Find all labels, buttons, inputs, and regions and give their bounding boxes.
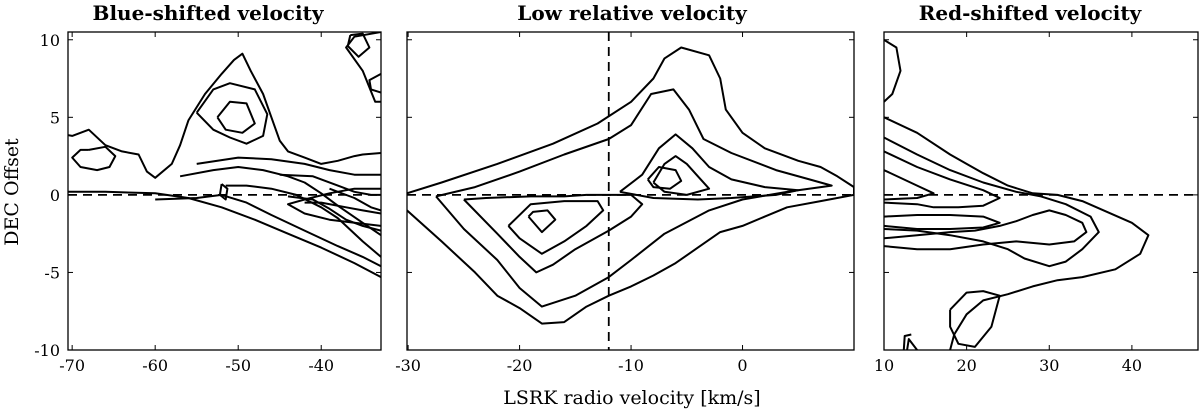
x-tick-label: -30 xyxy=(395,356,421,375)
y-axis-label: DEC Offset xyxy=(1,138,23,246)
plot-frame-blue xyxy=(67,31,382,351)
contour-line xyxy=(155,193,381,268)
contour-line xyxy=(906,338,918,350)
x-tick-label: -70 xyxy=(59,356,85,375)
contour-line xyxy=(71,145,117,172)
contour-line xyxy=(345,32,381,103)
ticks-low: -30 -20 -10 0 xyxy=(395,32,854,375)
x-tick-label: 20 xyxy=(956,356,976,375)
panel-title-red: Red-shifted velocity xyxy=(919,1,1143,25)
contour-line xyxy=(463,193,644,274)
ticks-red: 10 20 30 40 xyxy=(874,32,1198,375)
contour-line xyxy=(884,150,1001,209)
contour-line xyxy=(279,173,381,196)
contour-line xyxy=(507,200,605,255)
contour-line xyxy=(407,46,854,325)
x-tick-label: -40 xyxy=(308,356,334,375)
contour-line xyxy=(329,187,381,212)
x-tick-label: -10 xyxy=(618,356,644,375)
y-tick-label: 0 xyxy=(50,186,60,205)
contour-group-blue xyxy=(68,32,381,278)
panel-red: Red-shifted velocity 10 20 30 40 xyxy=(874,1,1199,375)
contour-line xyxy=(218,183,229,201)
contour-line xyxy=(884,169,935,201)
contour-line xyxy=(884,116,1150,350)
x-axis-label: LSRK radio velocity [km/s] xyxy=(503,387,760,409)
x-tick-label: 40 xyxy=(1122,356,1142,375)
x-tick-label: 0 xyxy=(737,356,747,375)
contour-line xyxy=(646,166,683,190)
contour-line xyxy=(196,156,381,176)
contour-line xyxy=(304,201,381,215)
contour-line xyxy=(225,184,381,258)
contour-line xyxy=(619,133,800,201)
y-tick-label: 10 xyxy=(40,31,60,50)
panel-title-blue: Blue-shifted velocity xyxy=(93,1,325,25)
contour-line xyxy=(68,190,381,278)
contour-line xyxy=(884,38,902,103)
y-tick-label: -5 xyxy=(44,263,60,282)
contour-line xyxy=(884,209,1088,251)
panel-title-low: Low relative velocity xyxy=(517,1,748,25)
contour-line xyxy=(216,100,256,134)
contour-line xyxy=(179,166,381,237)
y-tick-label: 5 xyxy=(50,108,60,127)
contour-line xyxy=(652,155,711,196)
x-tick-label: -50 xyxy=(225,356,251,375)
contour-group-low xyxy=(407,46,854,325)
y-tick-label: -10 xyxy=(34,341,60,360)
x-tick-label: -20 xyxy=(507,356,533,375)
panel-low: Low relative velocity -30 -20 -10 0 xyxy=(395,1,855,375)
plot-frame-red xyxy=(883,31,1199,351)
contour-line xyxy=(902,333,912,350)
contour-line xyxy=(346,32,371,58)
contour-line xyxy=(949,290,1001,348)
contour-line xyxy=(368,73,381,94)
contour-line xyxy=(884,136,1100,268)
x-tick-label: -60 xyxy=(142,356,168,375)
contour-line xyxy=(884,214,1001,230)
plot-frame-low xyxy=(406,31,855,351)
contour-line xyxy=(435,88,833,308)
reference-lines-low xyxy=(407,32,854,350)
x-tick-label: 30 xyxy=(1039,356,1059,375)
contour-line xyxy=(68,52,381,179)
x-tick-label: 10 xyxy=(874,356,894,375)
contour-line xyxy=(527,209,557,234)
panel-blue: Blue-shifted velocity -70 -60 -50 -40-10-50… xyxy=(34,1,382,375)
contour-line xyxy=(287,187,381,227)
contour-group-red xyxy=(884,38,1150,350)
contour-line xyxy=(195,82,269,145)
